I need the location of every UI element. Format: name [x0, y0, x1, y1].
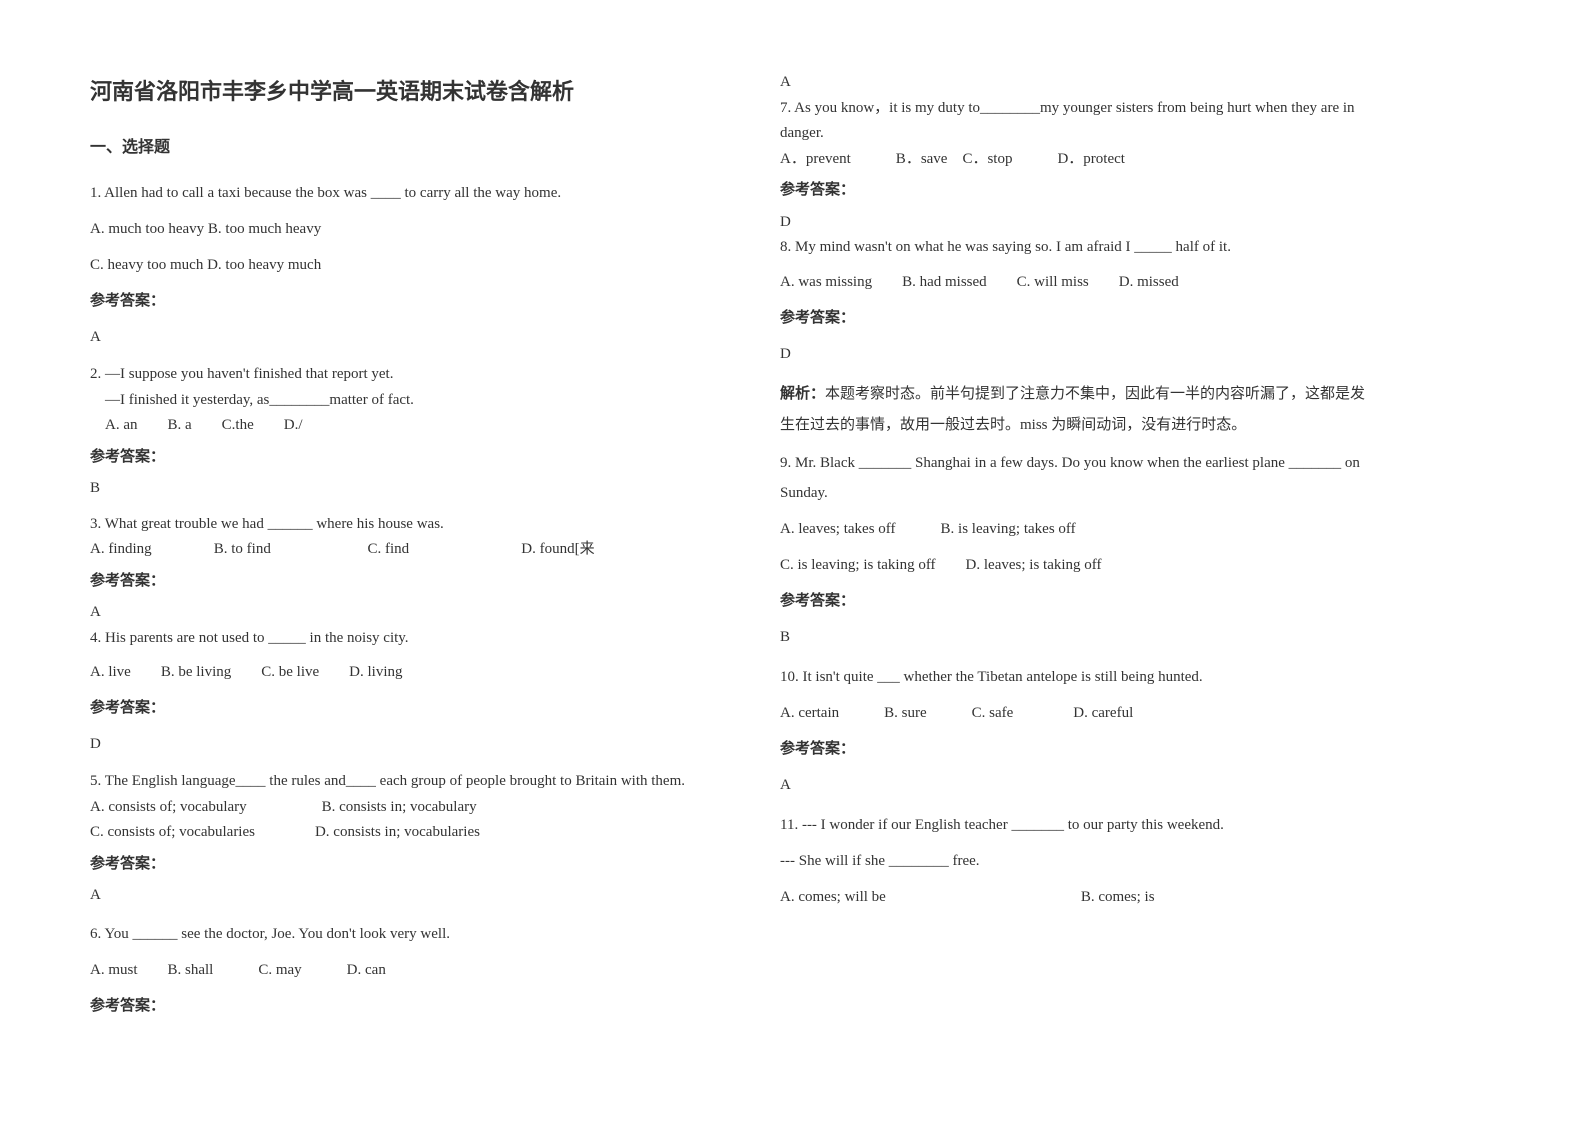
q4-text: 4. His parents are not used to _____ in … [90, 626, 690, 652]
q2-opts: A. an B. a C.the D./ [90, 413, 690, 439]
q1-text: 1. Allen had to call a taxi because the … [90, 178, 690, 208]
q2-line1: 2. —I suppose you haven't finished that … [90, 362, 690, 388]
q10-opts: A. certain B. sure C. safe D. careful [780, 698, 1380, 728]
q10-text: 10. It isn't quite ___ whether the Tibet… [780, 662, 1380, 692]
q8-expl-text: 本题考察时态。前半句提到了注意力不集中，因此有一半的内容听漏了，这都是发生在过去… [780, 386, 1365, 434]
answer-label: 参考答案： [780, 303, 1380, 333]
q10-answer: A [780, 770, 1380, 800]
q7-opts: A．prevent B．save C．stop D．protect [780, 147, 1380, 173]
q1-cd: C. heavy too much D. too heavy much [90, 250, 690, 280]
answer-label: 参考答案： [90, 991, 690, 1021]
q3-d: D. found[来 [521, 541, 594, 557]
q6-opts: A. must B. shall C. may D. can [90, 955, 690, 985]
q2-answer: B [90, 476, 690, 502]
answer-label: 参考答案： [780, 734, 1380, 764]
answer-label: 参考答案： [90, 286, 690, 316]
q8-opts: A. was missing B. had missed C. will mis… [780, 267, 1380, 297]
answer-label: 参考答案： [90, 445, 690, 471]
q4-answer: D [90, 729, 690, 759]
q8-answer: D [780, 339, 1380, 369]
q3-text: 3. What great trouble we had ______ wher… [90, 512, 690, 538]
q3-answer: A [90, 600, 690, 626]
q3-a: A. finding [90, 537, 210, 563]
q5-ab: A. consists of; vocabulary B. consists i… [90, 795, 690, 821]
q8-explanation: 解析：本题考察时态。前半句提到了注意力不集中，因此有一半的内容听漏了，这都是发生… [780, 379, 1380, 442]
exam-title: 河南省洛阳市丰李乡中学高一英语期末试卷含解析 [90, 70, 690, 114]
q11-ab: A. comes; will be B. comes; is [780, 882, 1380, 912]
q9-text: 9. Mr. Black _______ Shanghai in a few d… [780, 448, 1380, 508]
q11-line1: 11. --- I wonder if our English teacher … [780, 810, 1380, 840]
q9-answer: B [780, 622, 1380, 652]
answer-label: 参考答案： [90, 569, 690, 595]
q7-answer: D [780, 210, 1380, 236]
q1-answer: A [90, 322, 690, 352]
q5-text: 5. The English language____ the rules an… [90, 769, 690, 795]
q3-b: B. to find [214, 537, 364, 563]
q9-ab: A. leaves; takes off B. is leaving; take… [780, 514, 1380, 544]
q5-cd: C. consists of; vocabularies D. consists… [90, 820, 690, 846]
q5-answer: A [90, 883, 690, 909]
q4-opts: A. live B. be living C. be live D. livin… [90, 657, 690, 687]
q7-text: 7. As you know，it is my duty to________m… [780, 96, 1380, 147]
q3-opts: A. finding B. to find C. find D. found[来 [90, 537, 690, 563]
answer-label: 参考答案： [780, 178, 1380, 204]
q1-ab: A. much too heavy B. too much heavy [90, 214, 690, 244]
q11-line2: --- She will if she ________ free. [780, 846, 1380, 876]
q8-text: 8. My mind wasn't on what he was saying … [780, 235, 1380, 261]
q2-line2: —I finished it yesterday, as________matt… [90, 388, 690, 414]
q9-cd: C. is leaving; is taking off D. leaves; … [780, 550, 1380, 580]
q6-text: 6. You ______ see the doctor, Joe. You d… [90, 919, 690, 949]
answer-label: 参考答案： [780, 586, 1380, 616]
section-heading: 一、选择题 [90, 132, 690, 164]
answer-label: 参考答案： [90, 693, 690, 723]
right-column: A 7. As you know，it is my duty to_______… [780, 70, 1380, 1027]
q3-c: C. find [368, 537, 518, 563]
answer-label: 参考答案： [90, 852, 690, 878]
q6-answer: A [780, 70, 1380, 96]
left-column: 河南省洛阳市丰李乡中学高一英语期末试卷含解析 一、选择题 1. Allen ha… [90, 70, 690, 1027]
